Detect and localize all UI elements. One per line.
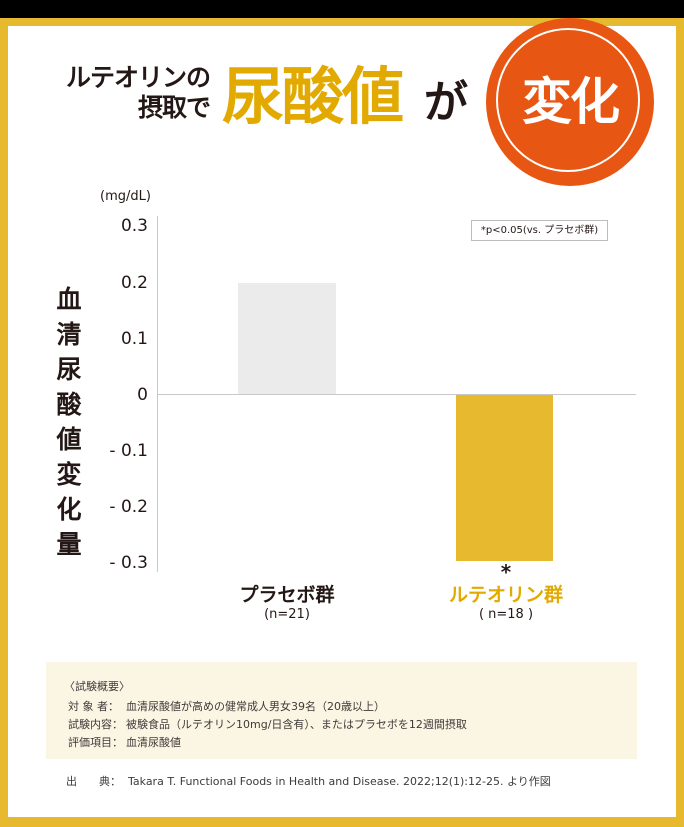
y-tick: - 0.2 bbox=[109, 497, 148, 517]
zero-line bbox=[157, 394, 636, 395]
summary-row-endpoint: 評価項目： 血清尿酸値 bbox=[68, 736, 181, 749]
change-stamp-badge: 変化 bbox=[486, 18, 654, 186]
category-n-placebo: (n=21) bbox=[264, 607, 310, 622]
headline-emphasis: 尿酸値 bbox=[222, 60, 404, 133]
significance-note: *p<0.05(vs. プラセボ群) bbox=[471, 220, 608, 241]
significance-asterisk: * bbox=[500, 560, 512, 584]
stamp-text: 変化 bbox=[522, 73, 620, 131]
summary-title: 〈試験概要〉 bbox=[64, 680, 130, 693]
y-tick: 0.1 bbox=[120, 329, 148, 349]
category-label-placebo: プラセボ群 bbox=[239, 584, 335, 606]
y-axis-label: 血清尿酸値変化量 bbox=[56, 285, 82, 559]
bar-luteolin bbox=[456, 395, 553, 561]
category-label-luteolin: ルテオリン群 bbox=[448, 584, 563, 606]
summary-row-subjects: 対 象 者： 血清尿酸値が高めの健常成人男女39名（20歳以上） bbox=[68, 700, 385, 713]
headline-particle: が bbox=[424, 77, 468, 128]
headline-line1: ルテオリンの bbox=[65, 63, 211, 92]
bar-placebo bbox=[238, 283, 336, 395]
summary-row-protocol: 試験内容： 被験食品（ルテオリン10mg/日含有）、またはプラセボを12週間摂取 bbox=[68, 718, 467, 731]
study-summary-box: 〈試験概要〉 対 象 者： 血清尿酸値が高めの健常成人男女39名（20歳以上） 試… bbox=[46, 662, 637, 759]
y-tick: - 0.3 bbox=[109, 553, 148, 573]
category-n-luteolin: ( n=18 ) bbox=[478, 607, 534, 622]
y-tick: 0.2 bbox=[120, 273, 148, 293]
y-tick: - 0.1 bbox=[109, 441, 148, 461]
y-axis-unit: (mg/dL) bbox=[100, 189, 151, 204]
stamp-ring bbox=[496, 28, 640, 172]
source-citation: 出 典： Takara T. Functional Foods in Health… bbox=[66, 775, 551, 788]
y-tick: 0 bbox=[137, 385, 148, 405]
headline-line2: 摂取で bbox=[137, 93, 211, 122]
y-tick: 0.3 bbox=[120, 216, 148, 236]
